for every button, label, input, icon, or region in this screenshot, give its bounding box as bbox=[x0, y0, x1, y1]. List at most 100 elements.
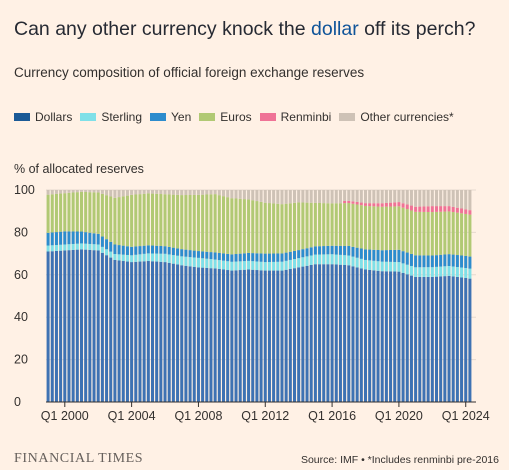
bar-sterling bbox=[142, 253, 146, 262]
bar-dollars bbox=[309, 265, 313, 402]
bar-yen bbox=[288, 251, 292, 260]
legend-label: Other currencies* bbox=[360, 110, 454, 124]
bar-yen bbox=[414, 255, 418, 268]
bar-other-currencies bbox=[196, 190, 200, 195]
bar-yen bbox=[67, 231, 71, 245]
bar-other-currencies bbox=[242, 190, 246, 200]
bar-dollars bbox=[201, 267, 205, 402]
bar-dollars bbox=[59, 250, 63, 402]
bar-yen bbox=[71, 231, 75, 244]
bar-other-currencies bbox=[422, 190, 426, 207]
bar-sterling bbox=[263, 262, 267, 271]
stacked-bar-chart: 0 20 40 60 80 100 Q1 2000 Q1 2004 Q1 2008 Q1 2012… bbox=[14, 183, 490, 423]
bar-sterling bbox=[288, 259, 292, 269]
bar-euros bbox=[267, 203, 271, 254]
bar-sterling bbox=[171, 255, 175, 264]
legend-item-euros: Euros bbox=[199, 110, 252, 124]
bar-dollars bbox=[447, 275, 451, 402]
bar-renminbi bbox=[418, 206, 422, 212]
bar-renminbi bbox=[409, 205, 413, 211]
bar-dollars bbox=[280, 270, 284, 402]
bar-other-currencies bbox=[393, 190, 397, 203]
bar-euros bbox=[88, 192, 92, 233]
bar-yen bbox=[359, 248, 363, 259]
bar-dollars bbox=[54, 250, 58, 402]
bar-sterling bbox=[318, 254, 322, 265]
bar-euros bbox=[151, 193, 155, 246]
bar-renminbi bbox=[368, 203, 372, 207]
title-text-pre: Can any other currency knock the bbox=[14, 18, 311, 40]
bar-renminbi bbox=[355, 201, 359, 205]
brand-logo: FINANCIAL TIMES bbox=[14, 451, 144, 466]
bar-dollars bbox=[384, 271, 388, 402]
bar-yen bbox=[155, 245, 159, 254]
bar-yen bbox=[451, 254, 455, 267]
bar-euros bbox=[80, 191, 84, 232]
bar-euros bbox=[242, 199, 246, 254]
bar-sterling bbox=[59, 244, 63, 251]
bar-euros bbox=[163, 194, 167, 247]
bar-yen bbox=[426, 255, 430, 268]
bar-euros bbox=[338, 203, 342, 246]
bar-sterling bbox=[338, 254, 342, 265]
bar-sterling bbox=[430, 267, 434, 277]
bar-euros bbox=[75, 192, 79, 232]
bar-sterling bbox=[313, 254, 317, 265]
bar-euros bbox=[372, 206, 376, 250]
bar-dollars bbox=[351, 266, 355, 402]
bar-dollars bbox=[330, 264, 334, 402]
bar-sterling bbox=[284, 260, 288, 270]
y-tick-label: 80 bbox=[14, 225, 28, 239]
bars-group bbox=[46, 190, 472, 403]
bar-yen bbox=[372, 249, 376, 261]
bar-renminbi bbox=[464, 209, 468, 214]
bar-dollars bbox=[151, 261, 155, 402]
bar-other-currencies bbox=[376, 190, 380, 204]
bar-dollars bbox=[267, 270, 271, 402]
bar-yen bbox=[222, 253, 226, 261]
bar-renminbi bbox=[447, 206, 451, 212]
bar-yen bbox=[109, 241, 113, 252]
bar-other-currencies bbox=[426, 190, 430, 207]
bar-sterling bbox=[439, 266, 443, 277]
bar-dollars bbox=[389, 271, 393, 402]
bar-euros bbox=[359, 205, 363, 249]
bar-other-currencies bbox=[163, 190, 167, 195]
bar-sterling bbox=[409, 265, 413, 276]
bar-sterling bbox=[426, 267, 430, 277]
bar-euros bbox=[368, 206, 372, 250]
bar-yen bbox=[422, 255, 426, 268]
bar-sterling bbox=[397, 262, 401, 272]
bar-sterling bbox=[222, 260, 226, 270]
bar-other-currencies bbox=[151, 190, 155, 194]
bar-yen bbox=[176, 248, 180, 256]
bar-dollars bbox=[334, 264, 338, 402]
chart-subtitle: Currency composition of official foreign… bbox=[14, 65, 365, 80]
bar-yen bbox=[409, 253, 413, 266]
bar-other-currencies bbox=[180, 190, 184, 196]
bar-euros bbox=[301, 202, 305, 250]
legend-swatch bbox=[14, 113, 30, 121]
bar-yen bbox=[405, 252, 409, 265]
legend-label: Yen bbox=[171, 110, 192, 124]
bar-euros bbox=[59, 193, 63, 232]
bar-dollars bbox=[205, 267, 209, 402]
bar-euros bbox=[100, 193, 104, 237]
bar-sterling bbox=[196, 257, 200, 268]
bar-euros bbox=[334, 203, 338, 246]
bar-dollars bbox=[234, 270, 238, 402]
bar-sterling bbox=[46, 245, 50, 252]
bar-sterling bbox=[330, 254, 334, 265]
bar-dollars bbox=[293, 268, 297, 402]
bar-dollars bbox=[247, 269, 251, 402]
bar-other-currencies bbox=[251, 190, 255, 201]
bar-euros bbox=[422, 211, 426, 256]
bar-dollars bbox=[355, 267, 359, 402]
bar-dollars bbox=[451, 276, 455, 402]
bar-yen bbox=[276, 253, 280, 262]
bar-other-currencies bbox=[159, 190, 163, 195]
bar-other-currencies bbox=[142, 190, 146, 194]
bar-dollars bbox=[180, 265, 184, 402]
bar-other-currencies bbox=[368, 190, 372, 204]
bar-dollars bbox=[409, 275, 413, 402]
